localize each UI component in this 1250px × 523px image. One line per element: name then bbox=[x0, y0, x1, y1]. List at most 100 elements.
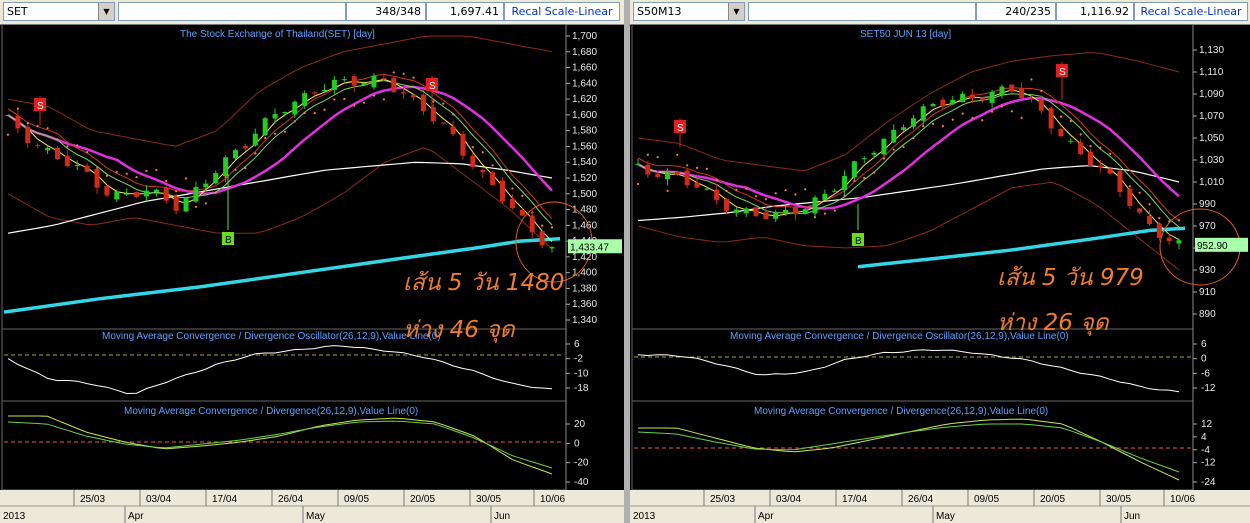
macd-line bbox=[638, 418, 1180, 481]
candle-body bbox=[322, 90, 328, 92]
sar-dot bbox=[115, 170, 118, 173]
sar-dot bbox=[686, 164, 689, 167]
candle-body bbox=[1176, 240, 1182, 244]
ma-5-line bbox=[637, 89, 1180, 241]
candle-body bbox=[539, 231, 545, 246]
macd-y-tick-label: 20 bbox=[574, 419, 586, 430]
panel-divider[interactable] bbox=[624, 0, 630, 523]
candle-body bbox=[35, 144, 41, 146]
date-tick-label: 17/04 bbox=[212, 494, 237, 505]
candle-body bbox=[1146, 215, 1152, 225]
candle-body bbox=[331, 79, 337, 91]
left-symbol-select[interactable]: SET ▼ bbox=[3, 2, 115, 21]
last-price-box bbox=[1195, 237, 1248, 252]
candle-body bbox=[1087, 151, 1093, 166]
candle-body bbox=[1137, 208, 1143, 213]
right-symbol-value: S50M13 bbox=[637, 5, 682, 18]
right-symbol-select[interactable]: S50M13 ▼ bbox=[633, 2, 745, 21]
last-price-box bbox=[568, 239, 622, 254]
sar-dot bbox=[961, 112, 964, 115]
right-recal-button[interactable]: Recal Scale-Linear bbox=[1134, 2, 1248, 21]
y-tick-label: 1,520 bbox=[572, 173, 597, 184]
candle-body bbox=[15, 115, 21, 129]
candle-body bbox=[842, 175, 848, 190]
signal-marker bbox=[222, 232, 234, 245]
macd-y-tick-label: -20 bbox=[574, 458, 589, 469]
date-tick-label: 30/05 bbox=[476, 494, 501, 505]
left-count: 348/348 bbox=[346, 2, 426, 21]
sar-dot bbox=[135, 175, 138, 179]
sar-dot bbox=[521, 194, 524, 197]
left-recal-button[interactable]: Recal Scale-Linear bbox=[504, 2, 620, 21]
date-tick-label: 10/06 bbox=[540, 494, 565, 505]
sar-dot bbox=[155, 168, 158, 172]
month-tick-label: Jun bbox=[494, 511, 510, 522]
candle-body bbox=[861, 158, 867, 160]
candle-body bbox=[714, 189, 720, 201]
y-tick-label: 1,110 bbox=[1199, 67, 1224, 78]
candle-body bbox=[460, 134, 466, 156]
y-tick-label: 930 bbox=[1199, 265, 1216, 276]
sar-dot bbox=[941, 124, 945, 128]
candle-body bbox=[694, 182, 700, 188]
candle-body bbox=[242, 145, 248, 149]
sar-dot bbox=[764, 198, 767, 201]
y-tick-label: 1,030 bbox=[1199, 155, 1224, 166]
candle-body bbox=[153, 189, 159, 193]
bollinger-lower-line bbox=[7, 147, 553, 250]
candle-body bbox=[94, 168, 100, 188]
candle-body bbox=[635, 164, 641, 166]
candle-body bbox=[989, 91, 995, 104]
candle-body bbox=[450, 126, 456, 135]
candle-body bbox=[411, 94, 417, 98]
date-tick-label: 17/04 bbox=[842, 494, 867, 505]
signal-label: B bbox=[855, 236, 862, 247]
sar-dot bbox=[1040, 89, 1043, 92]
date-axis-bar bbox=[0, 490, 624, 506]
sar-dot bbox=[823, 212, 826, 215]
sar-dot bbox=[76, 144, 79, 147]
y-tick-label: 1,500 bbox=[572, 189, 597, 200]
sar-dot bbox=[16, 107, 19, 110]
candle-body bbox=[960, 93, 966, 103]
sar-dot bbox=[194, 205, 198, 208]
sar-dot bbox=[36, 125, 39, 128]
candle-body bbox=[361, 82, 367, 86]
chevron-down-icon[interactable]: ▼ bbox=[728, 3, 744, 20]
ma-long-line bbox=[7, 161, 553, 234]
sar-dot bbox=[745, 187, 748, 190]
candle-body bbox=[1068, 140, 1074, 142]
osc-y-tick-label: -2 bbox=[574, 354, 583, 365]
sar-dot bbox=[804, 188, 807, 191]
sar-dot bbox=[1099, 146, 1102, 149]
y-tick-label: 1,460 bbox=[572, 220, 597, 231]
sar-dot bbox=[971, 116, 974, 120]
sar-dot bbox=[66, 145, 69, 148]
sar-dot bbox=[442, 102, 445, 105]
sar-dot bbox=[813, 216, 817, 219]
candle-body bbox=[509, 198, 515, 209]
sar-dot bbox=[705, 167, 708, 170]
sar-dot bbox=[362, 101, 366, 104]
y-tick-label: 1,560 bbox=[572, 141, 597, 152]
y-tick-label: 1,010 bbox=[1199, 177, 1224, 188]
y-tick-label: 1,580 bbox=[572, 126, 597, 137]
osc-y-tick-label: 0 bbox=[1201, 354, 1207, 365]
candle-body bbox=[930, 104, 936, 107]
sar-dot bbox=[422, 90, 425, 93]
candle-body bbox=[381, 78, 387, 80]
candle-body bbox=[871, 152, 877, 155]
candle-body bbox=[910, 118, 916, 127]
y-tick-label: 1,050 bbox=[1199, 133, 1224, 144]
candle-body bbox=[1019, 87, 1025, 99]
candle-body bbox=[223, 157, 229, 177]
osc-title: Moving Average Convergence / Divergence … bbox=[730, 331, 1069, 342]
candle-body bbox=[891, 129, 897, 143]
sar-dot bbox=[1079, 133, 1082, 136]
sar-dot bbox=[125, 172, 128, 175]
sar-dot bbox=[1010, 110, 1013, 113]
candle-body bbox=[203, 183, 209, 188]
chevron-down-icon[interactable]: ▼ bbox=[98, 3, 114, 20]
sar-dot bbox=[676, 153, 679, 156]
month-tick-label: May bbox=[306, 511, 325, 522]
